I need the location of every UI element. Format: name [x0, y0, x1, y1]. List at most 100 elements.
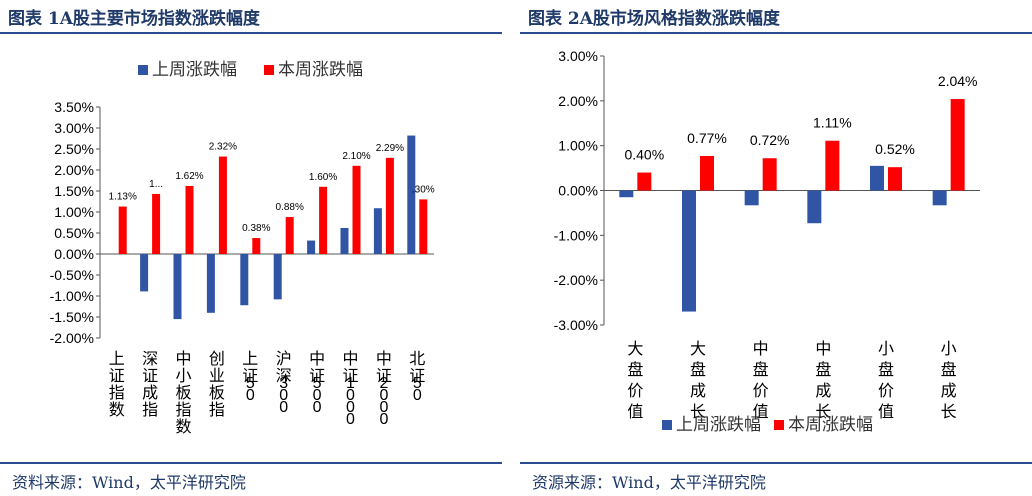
category-label-char: 5 — [413, 375, 422, 392]
source-rule — [520, 462, 1032, 464]
data-label: 2.32% — [209, 142, 237, 153]
category-label-char: 大 — [690, 340, 706, 358]
category-label-char: 0 — [346, 387, 355, 404]
chart-title: 图表 2A股市场风格指数涨跌幅度 — [528, 9, 780, 29]
category-label-char: 证 — [142, 367, 158, 385]
bar-last-week — [373, 208, 382, 254]
category-label-char: 大 — [627, 340, 643, 358]
data-label: 1... — [149, 179, 163, 190]
category-label-char: 证 — [309, 367, 325, 385]
bar-last-week — [240, 254, 249, 306]
data-label: 0.52% — [875, 141, 915, 157]
bar-last-week — [870, 165, 884, 191]
bar-last-week — [173, 254, 182, 320]
bar-this-week — [252, 238, 261, 254]
bar-last-week — [932, 190, 947, 206]
category-label-char: 价 — [627, 383, 643, 400]
legend-label-this-week: 本周涨跌幅 — [278, 60, 363, 79]
y-tick-label: -3.00% — [554, 317, 598, 333]
category-label-char: 0 — [246, 387, 255, 404]
y-tick-label: 0.00% — [54, 246, 94, 262]
bar-last-week — [140, 254, 149, 292]
bar-this-week — [185, 185, 194, 254]
bar-this-week — [950, 99, 965, 191]
category-label-char: 中 — [753, 340, 769, 358]
bar-last-week — [206, 254, 215, 313]
category-label-char: 板 — [209, 384, 225, 402]
bar-this-week — [118, 206, 127, 254]
category-label-char: 证 — [242, 367, 258, 385]
bar-this-week — [762, 158, 777, 191]
category-label-char: 0 — [313, 399, 322, 416]
legend-label-this-week: 本周涨跌幅 — [788, 415, 873, 434]
source-note: 资源来源：Wind，太平洋研究院 — [532, 473, 766, 492]
bar-last-week — [307, 240, 316, 254]
bar-this-week — [352, 165, 361, 254]
category-label-char: 盘 — [941, 360, 957, 379]
category-label-char: 指 — [209, 401, 225, 419]
category-label-char: 证 — [376, 367, 392, 385]
bar-this-week — [825, 140, 840, 191]
bar-last-week — [744, 190, 759, 206]
bar-chart-style-indices: 3.00% 2.00% 1.00% 0.00% -1.00% -2.00% -3.00% 0.… — [554, 48, 980, 434]
data-label: 1.62% — [175, 171, 203, 182]
category-label-char: 0 — [379, 399, 388, 416]
category-label-char: 成 — [815, 382, 831, 400]
category-label-char: 中 — [175, 350, 191, 368]
y-tick-label: -1.50% — [50, 309, 94, 325]
data-label: 1.60% — [309, 172, 337, 183]
category-label-char: 3 — [279, 375, 288, 392]
data-label: 0.88% — [276, 202, 304, 213]
legend-swatch-last-week — [138, 65, 148, 75]
category-label-char: 业 — [209, 367, 225, 385]
title-rule — [520, 32, 1032, 34]
bar-this-week — [152, 193, 161, 254]
category-label-char: 0 — [346, 399, 355, 416]
y-tick-label: 3.50% — [54, 99, 94, 115]
data-label: 1.11% — [813, 115, 852, 131]
legend-swatch-this-week — [774, 420, 784, 430]
y-tick-label: -1.00% — [554, 227, 598, 243]
bar-this-week — [319, 186, 328, 254]
category-label-char: 中 — [309, 350, 325, 368]
y-tick-label: 1.00% — [54, 204, 94, 220]
category-label-char: 成 — [690, 382, 706, 400]
category-label-char: 盘 — [815, 360, 831, 379]
bar-chart-major-indices: 3.50% 3.00% 2.50% 2.00% 1.50% 1.00% 0.50% 0.00%… — [50, 60, 435, 436]
category-label-char: 0 — [313, 387, 322, 404]
category-label-char: 值 — [878, 403, 894, 421]
bar-last-week — [619, 190, 634, 198]
data-label: 2.10% — [342, 151, 370, 162]
category-label-char: 成 — [941, 382, 957, 400]
y-tick-label: 0.50% — [54, 225, 94, 241]
category-label-char: 5 — [246, 375, 255, 392]
category-label-char: 沪 — [276, 350, 292, 368]
category-label-char: 盘 — [627, 360, 643, 379]
category-label-char: 上 — [242, 350, 258, 368]
category-label-char: 盘 — [753, 360, 769, 379]
category-label-char: 0 — [413, 387, 422, 404]
category-label-char: 深 — [142, 350, 158, 368]
y-tick-label: 0.00% — [558, 183, 598, 199]
legend-label-last-week: 上周涨跌幅 — [152, 60, 237, 79]
category-label-char: 证 — [409, 367, 425, 385]
category-label-char: 0 — [279, 387, 288, 404]
data-label: 0.40% — [624, 147, 664, 163]
category-label-char: 长 — [690, 403, 706, 421]
category-label-char: 中 — [815, 340, 831, 358]
category-label-char: 北 — [409, 350, 425, 368]
bar-this-week — [285, 217, 294, 254]
category-label-char: 中 — [342, 350, 358, 368]
category-label-char: 中 — [376, 350, 392, 368]
category-label-char: 值 — [753, 403, 769, 421]
chart-title: 图表 1A股主要市场指数涨跌幅度 — [8, 9, 260, 29]
title-rule — [0, 32, 502, 34]
category-label-char: 1 — [346, 375, 355, 392]
legend-swatch-this-week — [264, 65, 274, 75]
y-tick-label: 3.00% — [54, 120, 94, 136]
bar-this-week — [637, 172, 652, 191]
bar-last-week — [807, 190, 822, 224]
bar-last-week — [682, 190, 696, 312]
y-tick-label: 2.50% — [54, 141, 94, 157]
data-label: 0.38% — [242, 223, 270, 234]
